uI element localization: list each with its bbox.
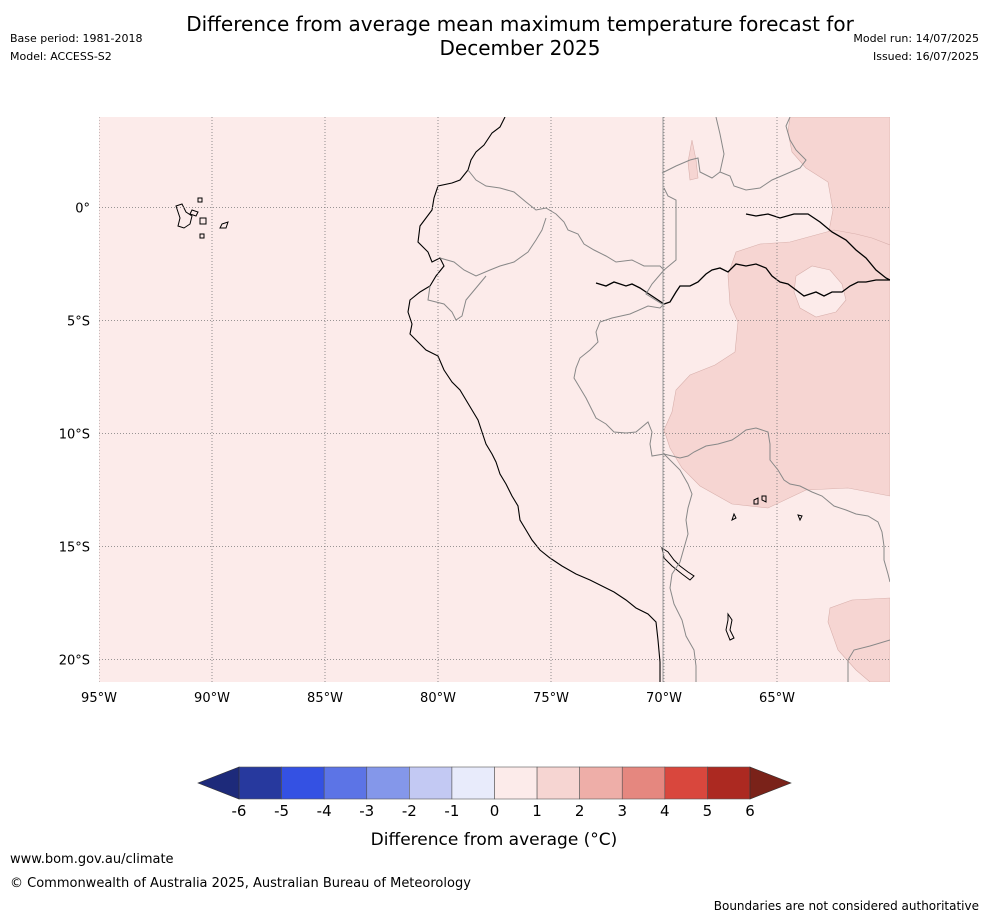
colorbar-label: Difference from average (°C) xyxy=(371,830,618,850)
coastline xyxy=(407,117,661,682)
lon-tick-label: 90°W xyxy=(194,691,230,706)
meta-left: Base period: 1981-2018 Model: ACCESS-S2 xyxy=(10,30,142,66)
lat-tick-label: 5°S xyxy=(67,314,90,329)
website-link[interactable]: www.bom.gov.au/climate xyxy=(10,852,174,867)
colorbar-tick-label: -3 xyxy=(359,802,374,820)
colorbar-swatch xyxy=(281,766,325,800)
colorbar-swatch xyxy=(536,766,580,800)
colorbar-tick-label: 2 xyxy=(575,802,585,820)
colorbar-tick-label: -6 xyxy=(232,802,247,820)
gridlines xyxy=(99,117,890,682)
colorbar-swatch xyxy=(238,766,282,800)
lon-tick-label: 75°W xyxy=(533,691,569,706)
colorbar-swatch xyxy=(707,766,751,800)
chart-title: Difference from average mean maximum tem… xyxy=(150,12,890,60)
lat-tick-label: 20°S xyxy=(59,653,90,668)
colorbar: -6 -5 -4 -3 -2 -1 0 1 2 3 4 5 6 xyxy=(197,766,792,820)
colorbar-tick-label: 1 xyxy=(532,802,542,820)
colorbar-swatch xyxy=(494,766,538,800)
country-borders xyxy=(427,117,890,682)
colorbar-swatch xyxy=(409,766,453,800)
model-name: Model: ACCESS-S2 xyxy=(10,50,112,63)
anomaly-1-to-2-patch xyxy=(687,139,699,181)
colorbar-swatch xyxy=(664,766,708,800)
meta-right: Model run: 14/07/2025 Issued: 16/07/2025 xyxy=(853,30,979,66)
lake xyxy=(725,612,735,641)
colorbar-tick-label: 6 xyxy=(745,802,755,820)
colorbar-swatch xyxy=(579,766,623,800)
river xyxy=(745,213,890,281)
title-line-2: December 2025 xyxy=(439,36,601,60)
colorbar-tick-label: -4 xyxy=(317,802,332,820)
issued-date: Issued: 16/07/2025 xyxy=(872,50,979,63)
colorbar-swatch xyxy=(451,766,495,800)
lon-tick-label: 95°W xyxy=(81,691,117,706)
colorbar-tick-label: -5 xyxy=(274,802,289,820)
map-axis-ticks: 95°W 90°W 85°W 80°W 75°W 70°W 65°W 0° 5°S 10°S 15°… xyxy=(59,201,795,706)
colorbar-under-arrow xyxy=(197,766,240,800)
colorbar-tick-label: 4 xyxy=(660,802,670,820)
colorbar-swatch xyxy=(366,766,410,800)
colorbar-tick-label: 3 xyxy=(617,802,627,820)
anomaly-0-to-1-patch xyxy=(793,265,847,318)
lat-tick-label: 0° xyxy=(75,201,90,216)
colorbar-swatch xyxy=(621,766,666,800)
colorbar-tick-label: -2 xyxy=(402,802,417,820)
lat-tick-label: 10°S xyxy=(59,427,90,442)
disclaimer-text: Boundaries are not considered authoritat… xyxy=(713,899,979,913)
lat-tick-label: 15°S xyxy=(59,540,90,555)
lon-tick-label: 70°W xyxy=(646,691,682,706)
map-area xyxy=(99,117,890,682)
copyright-text: © Commonwealth of Australia 2025, Austra… xyxy=(10,876,471,891)
title-line-1: Difference from average mean maximum tem… xyxy=(186,12,854,36)
colorbar-tick-label: 5 xyxy=(703,802,713,820)
lon-tick-label: 80°W xyxy=(420,691,456,706)
galapagos-islands xyxy=(175,197,229,239)
lon-tick-label: 65°W xyxy=(759,691,795,706)
colorbar-tick-label: -1 xyxy=(444,802,459,820)
colorbar-swatch xyxy=(323,766,368,800)
lake xyxy=(731,495,803,522)
lon-tick-label: 85°W xyxy=(307,691,343,706)
river xyxy=(595,263,890,305)
model-run: Model run: 14/07/2025 xyxy=(853,32,979,45)
anomaly-1-to-2-region xyxy=(827,597,890,682)
lake-titicaca xyxy=(661,546,695,581)
colorbar-tick-label: 0 xyxy=(490,802,500,820)
colorbar-over-arrow xyxy=(749,766,792,800)
base-period: Base period: 1981-2018 xyxy=(10,32,143,45)
